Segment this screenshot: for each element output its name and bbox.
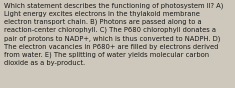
Text: Which statement describes the functioning of photosystem II? A)
Light energy exc: Which statement describes the functionin… — [4, 2, 224, 66]
